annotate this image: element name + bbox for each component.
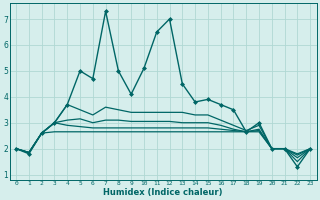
X-axis label: Humidex (Indice chaleur): Humidex (Indice chaleur) xyxy=(103,188,223,197)
